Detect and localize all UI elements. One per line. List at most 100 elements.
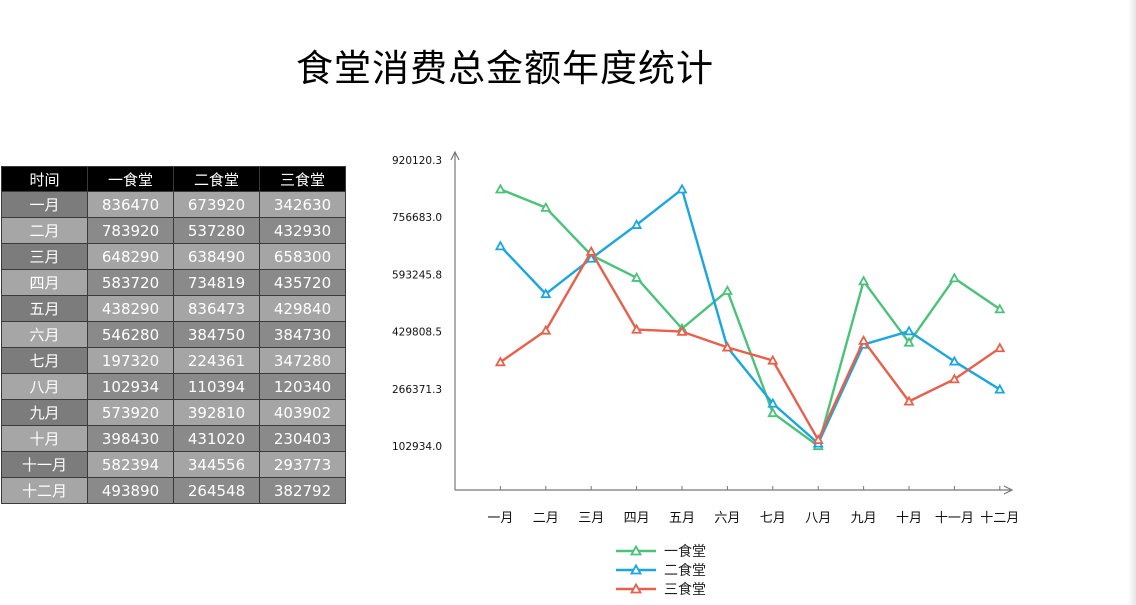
- header-canteen-3: 三食堂: [259, 166, 346, 192]
- y-tick-label: 593245.8: [392, 269, 442, 281]
- table-row: 十一月 582394 344556 293773: [1, 451, 346, 478]
- series-3-point: [494, 356, 506, 367]
- y-tick-label: 102934.0: [392, 441, 442, 453]
- table-row: 六月 546280 384750 384730: [1, 321, 346, 348]
- table-cell-value: 658300: [259, 243, 346, 270]
- table-cell-value: 102934: [87, 373, 174, 400]
- table-cell-month: 一月: [1, 191, 88, 218]
- y-tick-label: 429808.5: [392, 327, 442, 339]
- table-cell-value: 573920: [87, 399, 174, 426]
- x-tick-label: 九月: [851, 511, 877, 526]
- table-cell-value: 224361: [173, 347, 260, 374]
- table-row: 二月 783920 537280 432930: [1, 217, 346, 244]
- table-cell-month: 八月: [1, 373, 88, 400]
- table-row: 九月 573920 392810 403902: [1, 399, 346, 426]
- y-tick-label: 920120.3: [392, 155, 442, 167]
- series-3-point: [903, 395, 915, 406]
- series-2-point: [994, 383, 1006, 394]
- table-row: 七月 197320 224361 347280: [1, 347, 346, 374]
- legend-swatch-icon: [616, 582, 656, 593]
- table-cell-value: 537280: [173, 217, 260, 244]
- x-tick-label: 四月: [624, 511, 650, 526]
- table-cell-value: 342630: [259, 191, 346, 218]
- series-1-point: [903, 336, 915, 347]
- page-title: 食堂消费总金额年度统计: [296, 47, 714, 90]
- table-cell-value: 493890: [87, 477, 174, 504]
- legend-swatch-icon: [616, 563, 656, 574]
- table-cell-value: 582394: [87, 451, 174, 478]
- series-3-point: [721, 341, 733, 352]
- table-row: 一月 836470 673920 342630: [1, 191, 346, 218]
- table-cell-value: 783920: [87, 217, 174, 244]
- series-2-point: [540, 288, 552, 299]
- series-2-point: [585, 252, 597, 263]
- table-header-row: 时间 一食堂 二食堂 三食堂: [1, 166, 346, 192]
- window-edge: [1128, 0, 1136, 605]
- table-cell-month: 四月: [1, 269, 88, 296]
- table-cell-value: 836473: [173, 295, 260, 322]
- series-2-point: [767, 397, 779, 408]
- series-1-point: [994, 303, 1006, 314]
- table-row: 八月 102934 110394 120340: [1, 373, 346, 400]
- table-cell-value: 583720: [87, 269, 174, 296]
- table-cell-value: 435720: [259, 269, 346, 296]
- x-tick-label: 七月: [760, 511, 786, 526]
- table-cell-month: 十二月: [1, 477, 88, 504]
- y-tick-label: 266371.3: [392, 384, 442, 396]
- series-2-point: [948, 355, 960, 366]
- table-cell-month: 七月: [1, 347, 88, 374]
- data-table: 时间 一食堂 二食堂 三食堂 一月 836470 673920 342630 二月 783…: [1, 166, 346, 504]
- table-cell-value: 264548: [173, 477, 260, 504]
- table-cell-value: 438290: [87, 295, 174, 322]
- table-cell-value: 432930: [259, 217, 346, 244]
- table-cell-value: 673920: [173, 191, 260, 218]
- chart-legend: 一食堂 二食堂 三食堂: [614, 541, 706, 598]
- table-cell-value: 836470: [87, 191, 174, 218]
- legend-label: 二食堂: [664, 562, 706, 579]
- legend-item: 二食堂: [614, 560, 706, 579]
- series-3-point: [676, 325, 688, 336]
- series-3-point: [540, 324, 552, 335]
- table-cell-month: 三月: [1, 243, 88, 270]
- table-cell-value: 344556: [173, 451, 260, 478]
- series-1-point: [540, 201, 552, 212]
- x-tick-label: 十二月: [980, 511, 1019, 526]
- table-cell-value: 546280: [87, 321, 174, 348]
- series-3-point: [858, 334, 870, 345]
- table-cell-month: 二月: [1, 217, 88, 244]
- series-3-point: [948, 373, 960, 384]
- series-line-3: [499, 250, 1001, 442]
- table-cell-value: 230403: [259, 425, 346, 452]
- table-row: 三月 648290 638490 658300: [1, 243, 346, 270]
- table-cell-value: 638490: [173, 243, 260, 270]
- x-tick-label: 三月: [578, 511, 604, 526]
- table-body: 一月 836470 673920 342630 二月 783920 537280 432930…: [1, 191, 346, 504]
- series-2-point: [676, 183, 688, 194]
- x-tick-label: 八月: [805, 511, 831, 526]
- y-tick-label: 756683.0: [392, 212, 442, 224]
- series-2-point: [903, 325, 915, 336]
- y-axis-arrow: [450, 150, 460, 161]
- series-3-point: [585, 245, 597, 256]
- series-1-point: [948, 272, 960, 283]
- table-cell-month: 十一月: [1, 451, 88, 478]
- table-row: 五月 438290 836473 429840: [1, 295, 346, 322]
- table-cell-value: 293773: [259, 451, 346, 478]
- table-cell-value: 734819: [173, 269, 260, 296]
- header-canteen-2: 二食堂: [173, 166, 260, 192]
- table-cell-value: 382792: [259, 477, 346, 504]
- series-1-point: [721, 284, 733, 295]
- table-row: 四月 583720 734819 435720: [1, 269, 346, 296]
- series-line-2: [499, 188, 1001, 445]
- series-2-point: [494, 240, 506, 251]
- x-tick-label: 六月: [714, 511, 740, 526]
- series-3-point: [994, 342, 1006, 353]
- series-1-point: [858, 275, 870, 286]
- table-row: 十月 398430 431020 230403: [1, 425, 346, 452]
- header-canteen-1: 一食堂: [87, 166, 174, 192]
- table-cell-month: 十月: [1, 425, 88, 452]
- legend-item: 三食堂: [614, 579, 706, 598]
- x-tick-label: 一月: [487, 511, 513, 526]
- series-3-point: [631, 323, 643, 334]
- table-cell-value: 398430: [87, 425, 174, 452]
